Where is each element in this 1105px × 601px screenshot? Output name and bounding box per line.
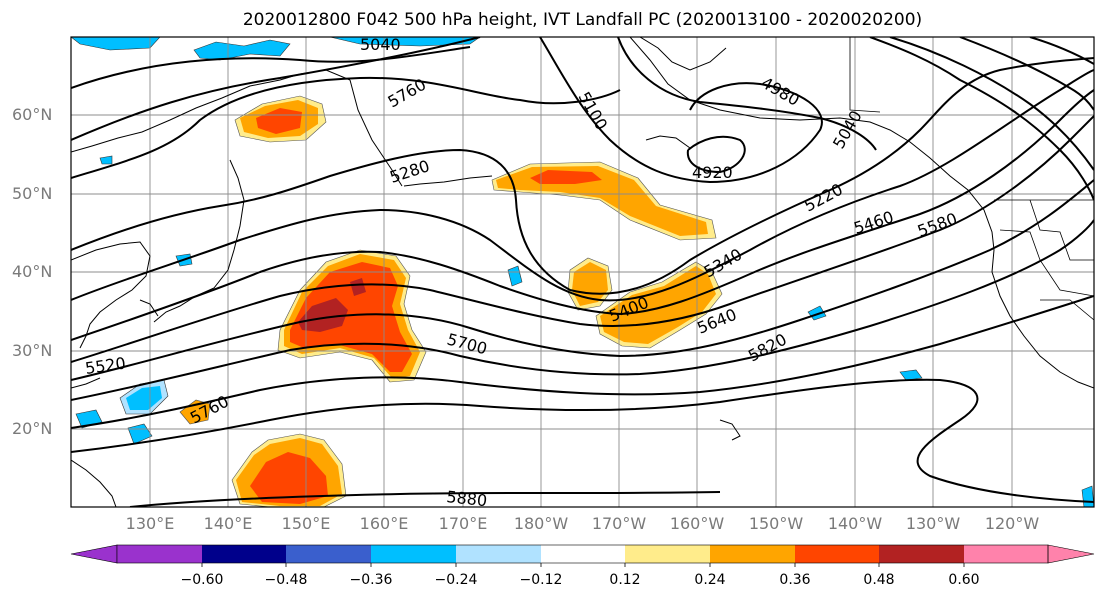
colorbar-tick-label: −0.36 xyxy=(349,572,393,588)
longitude-label: 180°W xyxy=(513,514,569,533)
colorbar-segment xyxy=(795,545,879,563)
colorbar-segment xyxy=(625,545,710,563)
ivt-anomaly-region xyxy=(899,369,923,381)
colorbar-tick-label: −0.48 xyxy=(264,572,308,588)
colorbar-tick-label: −0.60 xyxy=(180,572,224,588)
ivt-anomaly-region xyxy=(572,262,608,306)
map-title: 2020012800 F042 500 hPa height, IVT Land… xyxy=(242,10,923,30)
ivt-anomaly-region xyxy=(1081,485,1094,507)
colorbar-segment xyxy=(541,545,625,563)
coastlines xyxy=(71,37,1094,507)
ivt-anomaly-region xyxy=(250,452,328,504)
ivt-anomaly-region xyxy=(350,278,366,296)
latitude-label: 30°N xyxy=(12,341,53,360)
longitude-label: 160°W xyxy=(669,514,725,533)
longitude-label: 130°E xyxy=(125,514,175,533)
latitude-label: 40°N xyxy=(12,262,53,281)
contour-label: 5040 xyxy=(360,35,401,54)
colorbar xyxy=(70,544,1095,567)
colorbar-tick-label: −0.24 xyxy=(434,572,478,588)
longitude-label: 160°E xyxy=(359,514,409,533)
longitude-label: 140°E xyxy=(203,514,253,533)
colorbar-segment xyxy=(202,545,287,563)
ivt-anomaly-region xyxy=(507,265,523,287)
contour-label: 4920 xyxy=(692,163,733,182)
colorbar-segment xyxy=(879,545,964,563)
colorbar-segment xyxy=(710,545,795,563)
colorbar-segment xyxy=(286,545,371,563)
latitude-label: 20°N xyxy=(12,419,53,438)
ivt-anomaly-region xyxy=(126,386,162,410)
colorbar-tick-label: 0.36 xyxy=(779,572,811,588)
height-contours xyxy=(71,37,1094,507)
colorbar-extend-low xyxy=(70,544,118,564)
ivt-anomaly-region xyxy=(298,298,348,332)
colorbar-tick-label: 0.60 xyxy=(948,572,980,588)
colorbar-tick-label: 0.24 xyxy=(694,572,726,588)
colorbar-segment xyxy=(456,545,541,563)
latitude-label: 50°N xyxy=(12,184,53,203)
longitude-label: 170°E xyxy=(438,514,488,533)
ivt-anomaly-region xyxy=(71,37,161,51)
ivt-anomaly-region xyxy=(530,170,602,184)
longitude-label: 130°W xyxy=(905,514,961,533)
colorbar-tick-label: 0.12 xyxy=(609,572,641,588)
contour-label: 5880 xyxy=(446,487,488,510)
colorbar-tick-label: −0.12 xyxy=(519,572,563,588)
longitude-label: 150°W xyxy=(748,514,804,533)
colorbar-tick-label: 0.48 xyxy=(863,572,895,588)
ivt-anomaly-region xyxy=(600,266,716,344)
ivt-negative-regions xyxy=(71,37,1094,507)
ivt-anomaly-region xyxy=(179,399,211,425)
longitude-label: 140°W xyxy=(827,514,883,533)
latitude-label: 60°N xyxy=(12,105,53,124)
longitude-label: 150°E xyxy=(281,514,331,533)
colorbar-segment xyxy=(117,545,202,563)
ivt-anomaly-region xyxy=(256,108,302,134)
colorbar-segment xyxy=(371,545,456,563)
longitude-label: 120°W xyxy=(984,514,1040,533)
colorbar-extend-high xyxy=(1047,544,1095,564)
longitude-label: 170°W xyxy=(591,514,647,533)
borders xyxy=(849,37,1094,321)
ivt-anomaly-region xyxy=(99,155,113,165)
map-frame xyxy=(70,36,1095,508)
colorbar-segment xyxy=(964,545,1048,563)
